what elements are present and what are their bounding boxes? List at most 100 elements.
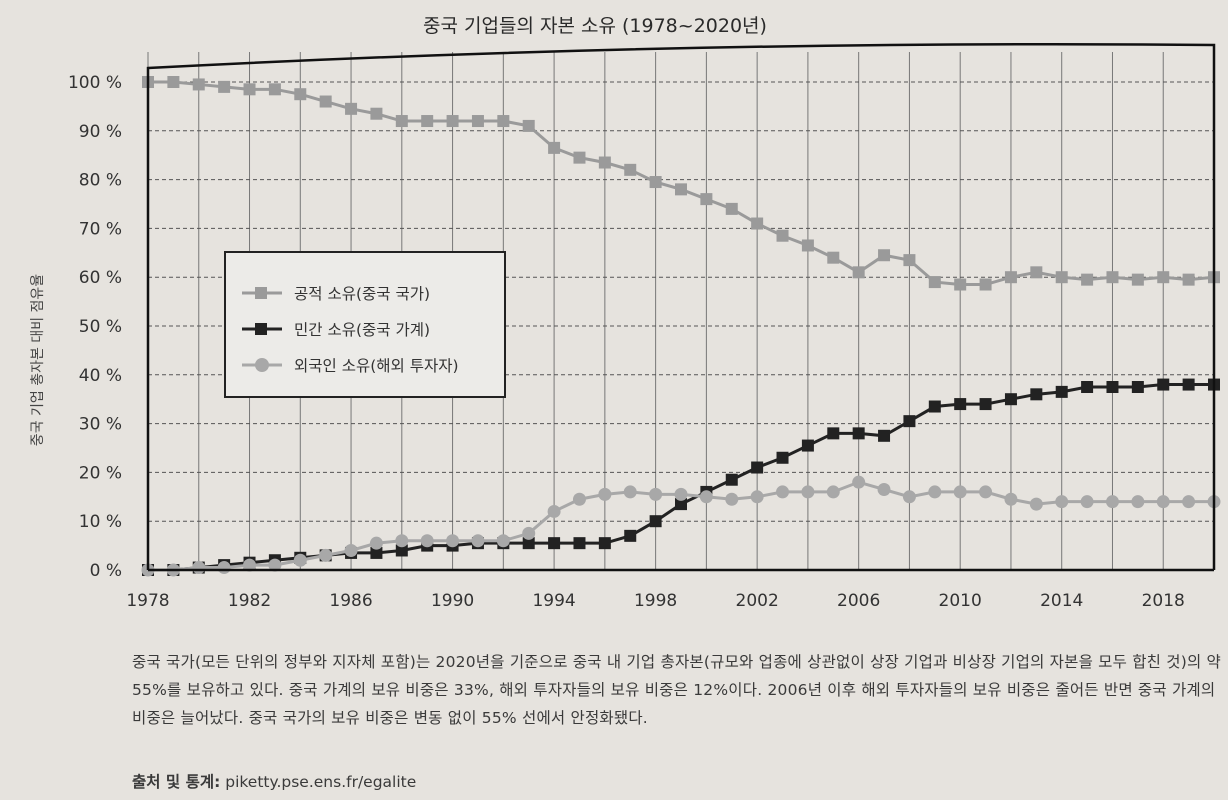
legend: 공적 소유(중국 국가) 민간 소유(중국 가계) 외국인 소유(해외 투자자) (224, 251, 506, 398)
data-point (675, 183, 687, 196)
data-point (319, 548, 333, 562)
x-tick-label: 1982 (228, 591, 271, 611)
y-tick-label: 100 % (68, 73, 122, 93)
data-point (1029, 497, 1043, 511)
data-point (979, 398, 992, 411)
data-point (751, 461, 764, 474)
y-axis-label: 중국 기업 총자본 대비 점유율 (30, 274, 46, 446)
data-point (801, 439, 814, 452)
data-point (268, 558, 282, 572)
data-point (1182, 495, 1196, 509)
x-tick-label: 1978 (126, 591, 169, 611)
x-tick-label: 1994 (532, 591, 575, 611)
y-tick-label: 90 % (79, 122, 122, 142)
data-point (954, 278, 967, 291)
data-point (979, 278, 992, 291)
legend-box (224, 251, 506, 398)
data-point (751, 217, 764, 230)
chart: 중국 기업들의 자본 소유 (1978~2020년) 중국 기업 총자본 대비 … (30, 15, 1221, 611)
data-point (801, 239, 814, 252)
data-point (167, 76, 180, 88)
x-tick-label: 1998 (634, 591, 677, 611)
legend-label: 민간 소유(중국 가계) (294, 321, 430, 339)
x-tick-label: 2010 (939, 591, 982, 611)
data-point (218, 80, 231, 93)
data-point (700, 193, 713, 206)
y-tick-label: 10 % (79, 512, 122, 532)
data-point (573, 537, 586, 550)
y-tick-label: 50 % (79, 317, 122, 337)
data-point (1182, 273, 1195, 286)
data-point (1157, 378, 1170, 391)
data-point (776, 451, 789, 464)
data-point (243, 83, 256, 96)
data-point (1030, 266, 1043, 279)
data-point (370, 546, 383, 559)
x-tick-label: 2006 (837, 591, 880, 611)
data-point (217, 561, 231, 575)
data-point (345, 102, 358, 115)
data-point (268, 83, 281, 96)
x-tick-label: 1986 (329, 591, 372, 611)
data-point (598, 487, 612, 501)
y-tick-label: 80 % (79, 171, 122, 191)
data-point (1131, 273, 1144, 286)
data-point (243, 558, 257, 572)
legend-marker (255, 287, 267, 299)
plot-frame (146, 42, 1216, 570)
y-tick-label: 0 % (90, 561, 122, 581)
x-tick-label: 1990 (431, 591, 474, 611)
data-point (522, 119, 535, 132)
data-point (421, 115, 434, 128)
y-tick-label: 40 % (79, 366, 122, 386)
data-point (674, 487, 688, 501)
data-point (1004, 492, 1018, 506)
data-point (192, 78, 205, 91)
data-point (395, 534, 409, 548)
data-point (725, 492, 739, 506)
data-point (649, 515, 662, 528)
data-point (1004, 271, 1017, 284)
data-point (878, 249, 891, 262)
data-point (446, 115, 459, 128)
data-point (496, 534, 510, 548)
data-point (827, 251, 840, 264)
data-point (446, 534, 460, 548)
data-point (928, 276, 941, 289)
data-point (471, 534, 485, 548)
data-point (547, 504, 561, 518)
data-point (319, 95, 332, 108)
chart-title: 중국 기업들의 자본 소유 (1978~2020년) (423, 15, 767, 37)
data-point (852, 427, 865, 440)
data-point (979, 485, 993, 499)
data-point (1055, 271, 1068, 284)
data-point (852, 266, 865, 279)
y-tick-label: 60 % (79, 268, 122, 288)
data-point (624, 163, 637, 176)
data-point (1105, 495, 1119, 509)
data-point (1055, 385, 1068, 398)
data-point (1156, 495, 1170, 509)
data-point (573, 151, 586, 164)
data-point (725, 473, 738, 486)
data-point (675, 498, 687, 511)
data-point (1106, 271, 1119, 284)
legend-label: 외국인 소유(해외 투자자) (294, 357, 459, 375)
x-tick-label: 2002 (736, 591, 779, 611)
data-point (826, 485, 840, 499)
data-point (750, 490, 764, 504)
data-point (395, 544, 408, 557)
data-point (420, 534, 434, 548)
data-point (1030, 388, 1043, 401)
data-point (1182, 378, 1195, 391)
data-point (1055, 495, 1069, 509)
source-label: 출처 및 통계: (132, 773, 221, 791)
data-point (572, 492, 586, 506)
data-point (522, 537, 535, 550)
data-point (903, 254, 916, 267)
data-point (776, 229, 789, 242)
data-point (293, 553, 307, 567)
data-point (294, 88, 307, 101)
y-tick-label: 20 % (79, 463, 122, 483)
axes: 0 % 10 % 20 % 30 % 40 % 50 % 60 % 70 % 80 % 90 % 1… (68, 42, 1216, 611)
